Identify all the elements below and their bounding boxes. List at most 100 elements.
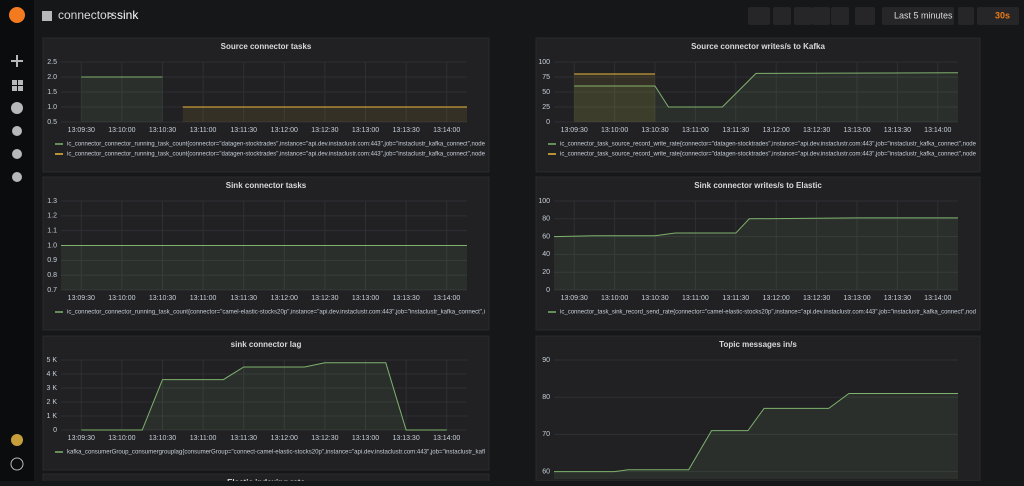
- toolbar: Last 5 minutes 30s: [748, 7, 1019, 25]
- x-tick-label: 13:12:00: [763, 127, 790, 134]
- panel: [535, 176, 981, 331]
- panel-title: Sink connector writes/s to Elastic: [694, 181, 822, 190]
- x-tick-label: 13:11:30: [230, 435, 257, 442]
- x-tick-label: 13:12:30: [803, 127, 830, 134]
- x-tick-label: 13:10:30: [149, 435, 176, 442]
- share-button[interactable]: [794, 7, 812, 25]
- x-tick-label: 13:13:30: [392, 435, 419, 442]
- x-tick-label: 13:12:00: [271, 295, 298, 302]
- x-tick-label: 13:14:00: [433, 127, 460, 134]
- series-line: [554, 392, 958, 473]
- star-button[interactable]: [773, 7, 791, 25]
- y-tick-label: 5 K: [46, 357, 57, 364]
- y-tick-label: 80: [542, 394, 550, 401]
- time-picker[interactable]: [882, 7, 954, 25]
- shield-icon[interactable]: [12, 172, 22, 182]
- x-tick-label: 13:12:30: [311, 435, 338, 442]
- series-line: [81, 362, 447, 431]
- sidebar: [0, 0, 34, 481]
- legend-swatch: [548, 143, 556, 145]
- y-tick-label: 0: [546, 287, 550, 294]
- config-icon[interactable]: [12, 149, 22, 159]
- y-tick-label: 70: [542, 431, 550, 438]
- y-tick-label: 80: [542, 216, 550, 223]
- legend-entry: ic_connector_task_source_record_write_ra…: [560, 142, 977, 148]
- x-tick-label: 13:09:30: [68, 127, 95, 134]
- area-fill: [182, 107, 468, 122]
- y-tick-label: 0: [546, 119, 550, 126]
- tv-button[interactable]: [855, 7, 875, 25]
- avatar[interactable]: [11, 434, 23, 446]
- x-tick-label: 13:10:00: [601, 295, 628, 302]
- alerting-icon[interactable]: [12, 126, 22, 136]
- y-tick-label: 0: [53, 427, 57, 434]
- x-tick-label: 13:13:30: [392, 127, 419, 134]
- x-tick-label: 13:11:00: [190, 295, 217, 302]
- x-tick-label: 13:13:30: [884, 295, 911, 302]
- legend-swatch: [548, 153, 556, 155]
- area-fill: [81, 77, 163, 122]
- x-tick-label: 13:11:30: [722, 127, 749, 134]
- y-tick-label: 40: [542, 251, 550, 258]
- y-tick-label: 1.5: [47, 89, 57, 96]
- x-tick-label: 13:10:00: [108, 295, 135, 302]
- y-tick-label: 1 K: [46, 413, 57, 420]
- y-tick-label: 25: [542, 104, 550, 111]
- area-fill: [574, 72, 958, 122]
- legend-entry: ic_connector_task_sink_record_send_rate{…: [560, 310, 976, 316]
- help-icon[interactable]: [10, 457, 24, 471]
- x-tick-label: 13:13:00: [352, 127, 379, 134]
- y-tick-label: 100: [538, 59, 550, 66]
- x-tick-label: 13:13:00: [352, 435, 379, 442]
- dashboard-name[interactable]: sink: [117, 8, 139, 22]
- panel-title: Sink connector tasks: [226, 181, 307, 190]
- y-tick-label: 90: [542, 357, 550, 364]
- legend-entry: kafka_consumerGroup_consumergrouplag{con…: [67, 450, 485, 456]
- explore-icon[interactable]: [11, 102, 23, 114]
- x-tick-label: 13:11:30: [230, 295, 257, 302]
- y-tick-label: 1.0: [47, 242, 57, 249]
- panel: [42, 335, 490, 471]
- y-tick-label: 75: [542, 74, 550, 81]
- legend-entry: ic_connector_connector_running_task_coun…: [67, 142, 486, 148]
- x-tick-label: 13:14:00: [924, 127, 951, 134]
- settings-button[interactable]: [831, 7, 849, 25]
- breadcrumb[interactable]: connectors: [58, 8, 117, 22]
- legend-swatch: [55, 451, 63, 453]
- x-tick-label: 13:14:00: [433, 435, 460, 442]
- x-tick-label: 13:11:00: [682, 127, 709, 134]
- save-button[interactable]: [812, 7, 830, 25]
- add-panel-button[interactable]: [748, 7, 770, 25]
- y-tick-label: 50: [542, 89, 550, 96]
- panel-title: Source connector writes/s to Kafka: [691, 42, 825, 51]
- x-tick-label: 13:10:30: [641, 127, 668, 134]
- y-tick-label: 100: [538, 198, 550, 205]
- refresh-button[interactable]: [977, 7, 1019, 25]
- x-tick-label: 13:11:00: [190, 435, 217, 442]
- grafana-logo[interactable]: [9, 7, 25, 23]
- panel-title: sink connector lag: [231, 340, 302, 349]
- dashboards-icon-part: [12, 86, 17, 91]
- dashboards-icon-part: [18, 86, 23, 91]
- zoom-button[interactable]: [958, 7, 974, 25]
- x-tick-label: 13:10:30: [641, 295, 668, 302]
- x-tick-label: 13:09:30: [561, 295, 588, 302]
- x-tick-label: 13:11:00: [190, 127, 217, 134]
- x-tick-label: 13:09:30: [68, 435, 95, 442]
- x-tick-label: 13:13:00: [843, 295, 870, 302]
- x-tick-label: 13:11:30: [722, 295, 749, 302]
- y-tick-label: 60: [542, 233, 550, 240]
- x-tick-label: 13:12:30: [311, 295, 338, 302]
- area-fill: [574, 74, 655, 122]
- y-tick-label: 20: [542, 269, 550, 276]
- dashboards-icon[interactable]: [12, 80, 17, 85]
- sidebar-icons: [10, 55, 24, 471]
- area-fill: [61, 245, 467, 290]
- refresh-interval: 30s: [995, 10, 1010, 20]
- x-tick-label: 13:09:30: [68, 295, 95, 302]
- x-tick-label: 13:13:30: [392, 295, 419, 302]
- y-tick-label: 1.3: [47, 198, 57, 205]
- x-tick-label: 13:13:00: [352, 295, 379, 302]
- breadcrumb-separator: >: [107, 8, 114, 22]
